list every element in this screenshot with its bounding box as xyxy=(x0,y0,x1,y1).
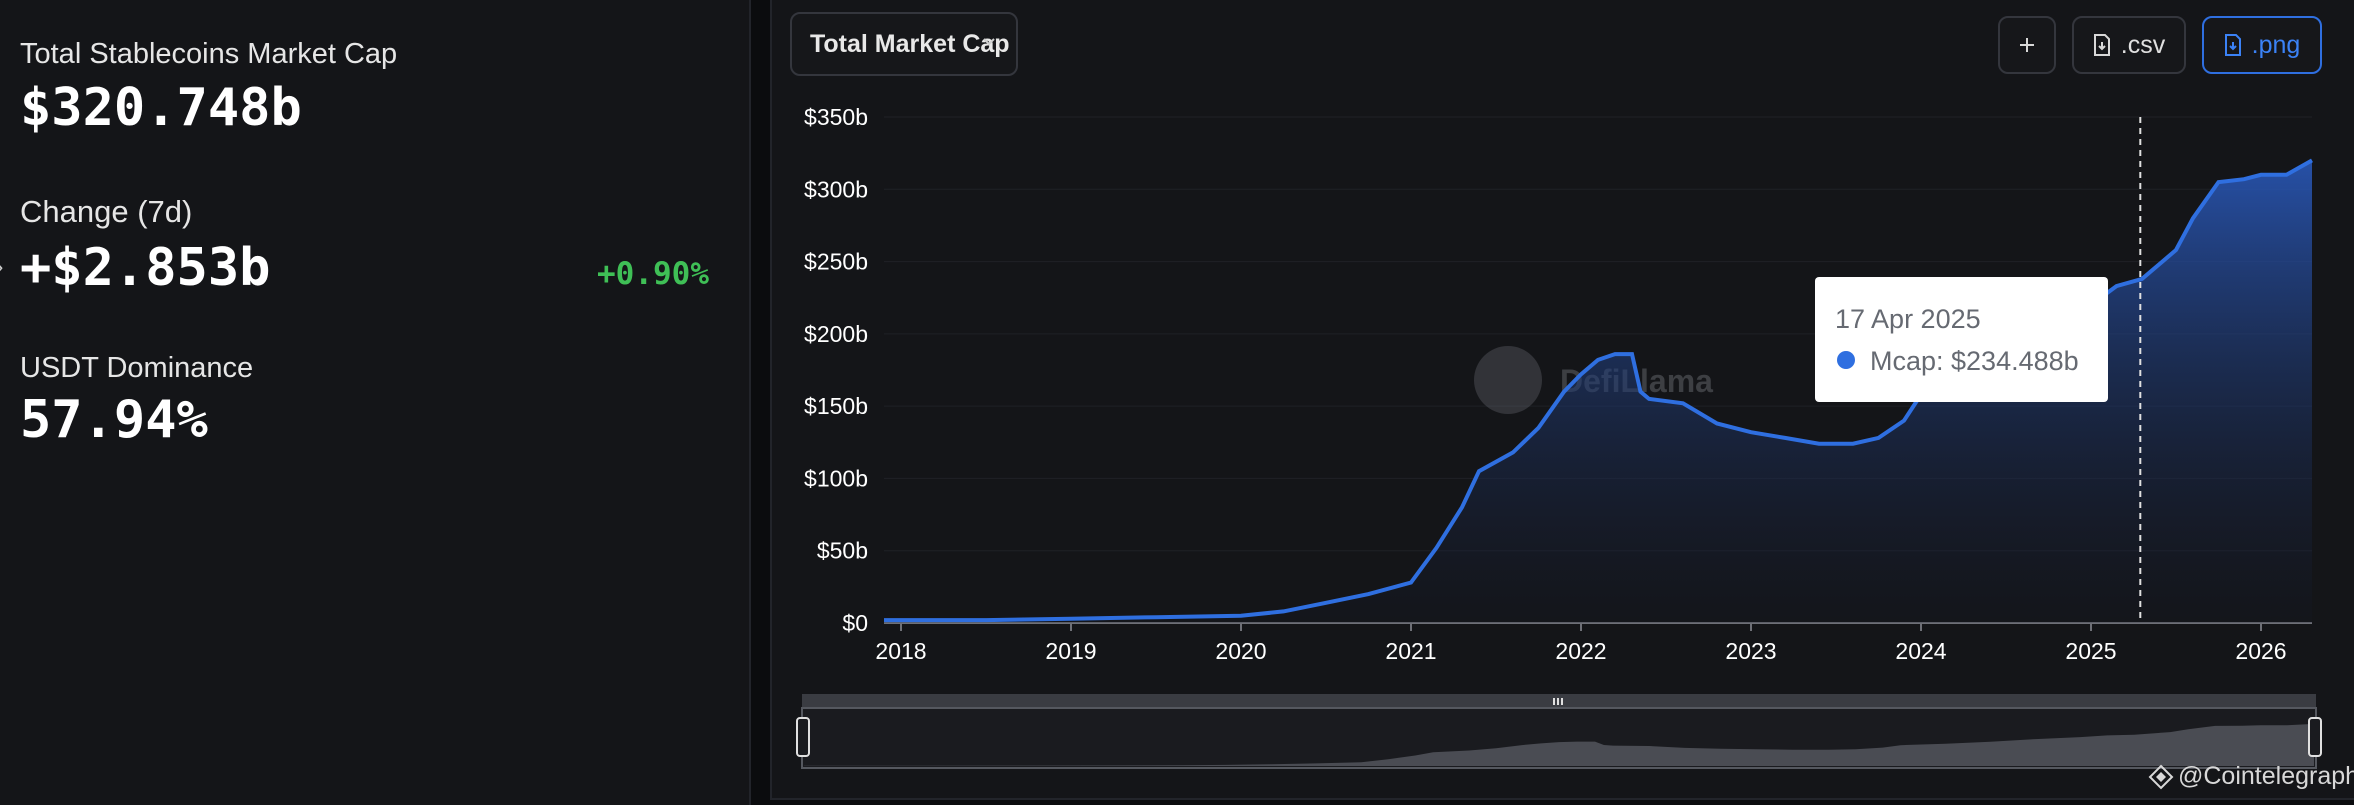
x-axis: 2018 2019 2020 2021 2022 2023 2024 2025 2026 xyxy=(875,622,2312,664)
y-axis: $0 $50b $100b $150b $200b $250b $300b $350b xyxy=(804,104,868,636)
png-download-button[interactable]: .png xyxy=(2202,16,2322,74)
cointelegraph-credit: @Cointelegraph xyxy=(2148,762,2354,791)
x-tick-label: 2021 xyxy=(1385,638,1436,664)
png-label: .png xyxy=(2251,30,2301,59)
change-value: +$2.853b xyxy=(20,238,271,298)
tooltip-date: 17 Apr 2025 xyxy=(1835,304,1981,334)
x-tick-label: 2025 xyxy=(2065,638,2116,664)
y-tick-label: $200b xyxy=(804,321,868,347)
x-tick-label: 2024 xyxy=(1895,638,1946,664)
file-download-icon xyxy=(2093,34,2110,56)
x-tick-label: 2019 xyxy=(1045,638,1096,664)
x-tick-label: 2020 xyxy=(1215,638,1266,664)
y-tick-label: $100b xyxy=(804,465,868,491)
tooltip-box xyxy=(1815,277,2108,402)
x-tick-label: 2022 xyxy=(1555,638,1606,664)
slider-left-handle[interactable] xyxy=(796,717,810,757)
chevron-down-icon xyxy=(983,38,995,46)
tooltip-series-marker xyxy=(1837,351,1855,369)
slider-right-handle[interactable] xyxy=(2308,717,2322,757)
dominance-label: USDT Dominance xyxy=(20,352,254,384)
plus-icon xyxy=(2020,38,2034,52)
csv-download-button[interactable]: .csv xyxy=(2072,16,2186,74)
llama-logo-icon xyxy=(1474,346,1542,414)
series-line-mcap xyxy=(884,158,2313,623)
total-mcap-value: $320.748b xyxy=(20,78,302,138)
y-tick-label: $150b xyxy=(804,393,868,419)
x-tick-label: 2023 xyxy=(1725,638,1776,664)
tooltip: 17 Apr 2025 Mcap: $234.488b xyxy=(1815,277,2108,402)
add-button[interactable] xyxy=(1998,16,2056,74)
y-tick-label: $0 xyxy=(842,610,868,636)
metric-select[interactable]: Total Market Cap xyxy=(790,12,1018,76)
y-tick-label: $350b xyxy=(804,104,868,130)
x-tick-label: 2026 xyxy=(2235,638,2286,664)
collapse-arrow-icon[interactable]: › xyxy=(0,254,3,280)
dominance-value: 57.94% xyxy=(20,390,208,450)
metric-select-label: Total Market Cap xyxy=(810,29,1010,58)
csv-label: .csv xyxy=(2120,30,2166,59)
binance-diamond-icon xyxy=(2148,764,2174,789)
total-mcap-label: Total Stablecoins Market Cap xyxy=(20,38,398,70)
credit-text: @Cointelegraph xyxy=(2178,762,2354,790)
y-tick-label: $50b xyxy=(817,538,868,564)
tooltip-value: Mcap: $234.488b xyxy=(1870,346,2079,376)
slider-preview-area xyxy=(804,723,2314,766)
range-slider[interactable] xyxy=(796,694,2322,769)
y-tick-label: $250b xyxy=(804,249,868,275)
series-area xyxy=(884,160,2312,623)
y-tick-label: $300b xyxy=(804,176,868,202)
slider-grip-icon[interactable] xyxy=(1553,698,1563,705)
file-download-icon xyxy=(2224,34,2241,56)
change-percent: +0.90% xyxy=(597,256,709,292)
x-tick-label: 2018 xyxy=(875,638,926,664)
stats-panel: Total Stablecoins Market Cap $320.748b ›… xyxy=(0,0,751,805)
change-label: Change (7d) xyxy=(20,194,193,229)
